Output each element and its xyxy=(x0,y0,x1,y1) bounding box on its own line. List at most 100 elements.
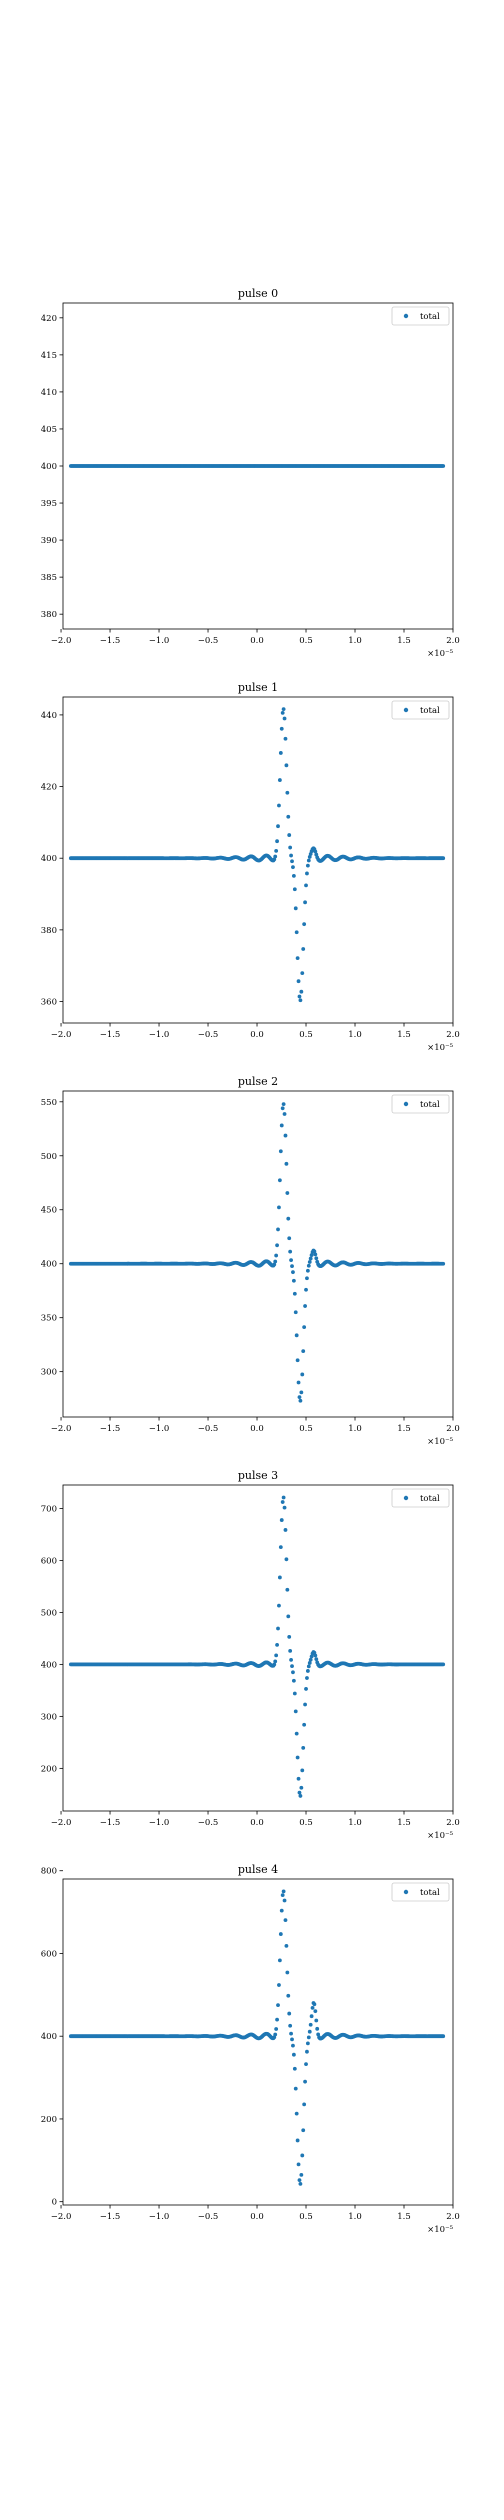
data-point xyxy=(284,1557,289,1562)
data-point xyxy=(283,1133,288,1138)
data-point xyxy=(441,1261,446,1266)
data-point xyxy=(307,1661,312,1665)
x-tick-label: 0.5 xyxy=(299,1818,313,1828)
data-point xyxy=(312,2002,317,2007)
data-point xyxy=(294,1333,299,1338)
data-point xyxy=(296,1776,301,1781)
data-point xyxy=(286,1993,291,1998)
data-point xyxy=(279,1518,284,1522)
data-point xyxy=(279,726,284,731)
x-tick-label: −0.5 xyxy=(198,1818,219,1828)
y-tick-label: 450 xyxy=(41,1206,57,1216)
data-point xyxy=(274,2027,279,2031)
data-point xyxy=(308,2022,313,2027)
data-point xyxy=(291,1678,296,1683)
data-point xyxy=(273,1259,278,1264)
subplot-0: pulse 0 −2.0 −1.5 −1.0 −0.5 0.0 0.5 1.0 1.5 2.0 ×1… xyxy=(41,287,460,659)
data-point xyxy=(307,855,312,859)
y-tick-label: 550 xyxy=(41,1098,57,1108)
legend-marker xyxy=(403,313,409,319)
y-tick-label: 500 xyxy=(41,1152,57,1162)
x-tick-label: 1.5 xyxy=(397,1818,411,1828)
data-point xyxy=(441,464,446,468)
data-point xyxy=(305,1268,310,1273)
data-point xyxy=(313,849,318,854)
data-point xyxy=(273,2032,278,2037)
data-point xyxy=(285,1191,290,1195)
subplot-2: pulse 2 −2.0 −1.5 −1.0 −0.5 0.0 0.5 1.0 1.5 2.0 ×1… xyxy=(41,1075,460,1447)
data-point xyxy=(298,998,303,1003)
data-point xyxy=(298,2182,303,2186)
data-point xyxy=(297,2178,302,2183)
data-point xyxy=(290,1664,294,1669)
y-tick-label: 600 xyxy=(41,1949,57,1959)
data-point xyxy=(287,833,292,837)
x-tick-label: −0.5 xyxy=(198,1424,219,1434)
y-tick-label: 400 xyxy=(41,462,57,472)
data-point xyxy=(293,2086,298,2091)
data-point xyxy=(291,865,295,870)
legend-box xyxy=(391,1094,450,1114)
data-point xyxy=(305,871,309,876)
x-tick-label: −1.0 xyxy=(149,1818,170,1828)
legend: total xyxy=(391,1488,450,1508)
x-tick-label: 0.5 xyxy=(299,2212,313,2222)
data-point xyxy=(301,1745,306,1750)
data-point xyxy=(296,1380,301,1385)
x-tick-label: −1.5 xyxy=(100,636,121,646)
data-point xyxy=(284,1943,289,1948)
y-tick-label: 700 xyxy=(41,1504,57,1514)
data-point xyxy=(283,736,288,741)
x-tick-label: −2.0 xyxy=(51,1818,72,1828)
data-point xyxy=(280,710,285,715)
data-point xyxy=(292,1291,297,1296)
x-tick-label: −1.5 xyxy=(100,2212,121,2222)
data-point xyxy=(306,2035,311,2040)
data-point xyxy=(294,1731,299,1736)
data-point xyxy=(306,1263,311,1268)
x-tick-label: 1.5 xyxy=(397,1424,411,1434)
data-points xyxy=(68,1889,446,2186)
data-point xyxy=(277,803,281,808)
data-point xyxy=(275,839,279,844)
data-point xyxy=(441,1662,446,1667)
data-point xyxy=(299,1785,304,1790)
y-tick-label: 360 xyxy=(41,998,57,1008)
data-point xyxy=(284,1161,289,1166)
data-point xyxy=(300,971,305,976)
x-tick-label: −2.0 xyxy=(51,2212,72,2222)
x-offset-label: ×10⁻⁵ xyxy=(427,649,453,659)
data-points xyxy=(68,1102,446,1403)
x-tick-label: −1.5 xyxy=(100,1030,121,1040)
x-tick-label: −1.5 xyxy=(100,1424,121,1434)
data-point xyxy=(283,1918,288,1923)
data-point xyxy=(277,778,282,782)
x-offset-label: ×10⁻⁵ xyxy=(427,1043,453,1053)
x-offset-label: ×10⁻⁵ xyxy=(427,1831,453,1841)
data-point xyxy=(282,1898,287,1903)
data-point xyxy=(290,1264,294,1269)
data-point xyxy=(287,2011,292,2016)
data-point xyxy=(291,2052,296,2057)
data-point xyxy=(307,2029,312,2034)
data-point xyxy=(441,856,446,861)
legend-label: total xyxy=(420,1888,440,1898)
x-tick-label: 0.5 xyxy=(299,1030,313,1040)
data-point xyxy=(297,1395,302,1400)
data-point xyxy=(296,2162,301,2167)
data-point xyxy=(295,956,300,961)
data-points xyxy=(68,707,446,1003)
data-point xyxy=(275,1642,279,1647)
subplot-4: pulse 4 −2.0 −1.5 −1.0 −0.5 0.0 0.5 1.0 1.5 2.0 ×1… xyxy=(41,1863,460,2235)
legend-marker xyxy=(403,1889,409,1895)
data-point xyxy=(305,2041,310,2046)
data-point xyxy=(285,790,290,795)
data-point xyxy=(289,853,293,858)
data-point xyxy=(292,887,297,892)
axes-frame xyxy=(62,1090,454,1418)
data-point xyxy=(306,858,311,863)
data-point xyxy=(290,2037,294,2042)
legend: total xyxy=(391,1094,450,1114)
axes-frame xyxy=(62,1878,454,2206)
